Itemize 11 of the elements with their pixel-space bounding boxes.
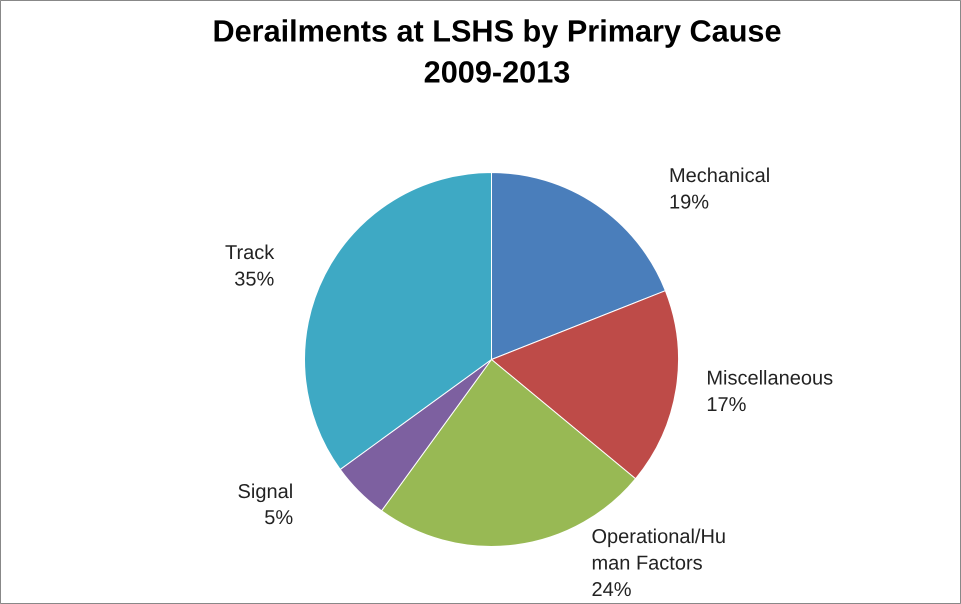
slice-label: Track bbox=[225, 242, 276, 264]
data-label: 35% bbox=[234, 268, 274, 290]
chart-title: Derailments at LSHS by Primary Cause 2009-2013 bbox=[212, 14, 782, 90]
slice-label: Operational/Human Factors bbox=[591, 526, 726, 575]
data-label: 24% bbox=[591, 578, 632, 601]
slice-label: Signal bbox=[238, 480, 294, 503]
data-label: 17% bbox=[706, 394, 747, 416]
slice-label: Mechanical bbox=[668, 165, 770, 188]
data-label: 5% bbox=[264, 507, 294, 530]
data-label: 19% bbox=[668, 192, 710, 214]
slice-label: Miscellaneous bbox=[706, 367, 834, 390]
